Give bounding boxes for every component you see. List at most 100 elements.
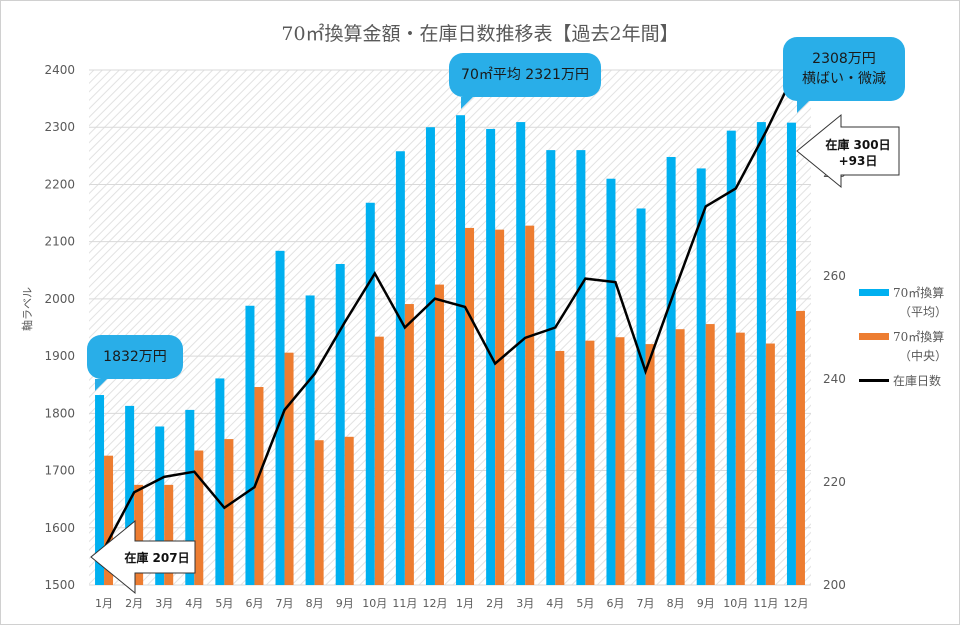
x-tick-label: 6月 xyxy=(245,597,263,610)
x-tick-label: 10月 xyxy=(362,597,387,610)
median-bar xyxy=(555,350,565,585)
x-tick-label: 4月 xyxy=(185,597,203,610)
legend-item-avg: 70㎡換算 xyxy=(859,281,947,303)
median-bar xyxy=(284,352,294,585)
x-tick-label: 8月 xyxy=(306,597,324,610)
x-tick-label: 7月 xyxy=(637,597,655,610)
stock-start-arrow xyxy=(90,519,196,595)
median-bar xyxy=(765,343,775,585)
median-swatch xyxy=(859,332,889,340)
x-tick-label: 9月 xyxy=(697,597,715,610)
avg-bar xyxy=(666,156,676,585)
x-tick-label: 10月 xyxy=(723,597,748,610)
legend-median-sub: （中央） xyxy=(899,349,948,363)
x-tick-label: 4月 xyxy=(546,597,564,610)
y2-tick-label: 260 xyxy=(823,269,846,283)
median-bar xyxy=(104,455,114,585)
avg-swatch xyxy=(859,288,889,296)
legend-avg-label: 70㎡換算 xyxy=(893,285,945,300)
median-bar xyxy=(224,439,234,585)
avg-bar xyxy=(275,250,285,586)
y-tick-label: 1900 xyxy=(44,349,75,363)
median-bar xyxy=(314,440,324,585)
x-tick-label: 3月 xyxy=(155,597,173,610)
median-bar xyxy=(495,229,505,585)
x-tick-label: 9月 xyxy=(336,597,354,610)
y-axis-label: 軸ラベル xyxy=(21,287,34,331)
avg-bar xyxy=(395,151,405,585)
avg-bar xyxy=(155,426,165,585)
avg-bar xyxy=(696,168,706,585)
y-tick-label: 2300 xyxy=(44,120,75,134)
avg-bar xyxy=(576,150,586,585)
legend-item-median: 70㎡換算 xyxy=(859,325,947,347)
callout-end-line2: 横ばい・微減 xyxy=(802,71,886,87)
median-bar xyxy=(705,324,715,585)
stock-swatch xyxy=(859,378,889,382)
callout-peak: 70㎡平均 2321万円 xyxy=(449,53,601,109)
legend-stock-label: 在庫日数 xyxy=(893,373,942,388)
plot-area xyxy=(89,70,811,585)
legend-item-stock: 在庫日数 xyxy=(859,369,947,391)
y-tick-label: 2100 xyxy=(44,235,75,249)
avg-bar xyxy=(365,202,375,585)
avg-bar xyxy=(95,395,105,585)
y2-tick-label: 200 xyxy=(823,578,846,592)
median-bar xyxy=(615,337,625,585)
callout-end: 2308万円 横ばい・微減 xyxy=(783,37,905,113)
x-tick-label: 2月 xyxy=(125,597,143,610)
stock-end-arrow xyxy=(796,113,900,189)
avg-bar xyxy=(245,305,255,585)
avg-bar xyxy=(335,263,345,585)
stock-end-line2: +93日 xyxy=(838,154,878,168)
avg-bar xyxy=(215,378,225,585)
median-bar xyxy=(645,344,655,585)
avg-bar xyxy=(756,122,766,586)
median-bar xyxy=(465,227,475,585)
y-tick-label: 2200 xyxy=(44,177,75,191)
stock-days-line xyxy=(102,69,798,550)
x-tick-label: 6月 xyxy=(606,597,624,610)
avg-bar xyxy=(456,115,466,585)
y-tick-label: 1800 xyxy=(44,406,75,420)
x-tick-label: 8月 xyxy=(667,597,685,610)
x-tick-label: 1月 xyxy=(456,597,474,610)
x-tick-label: 2月 xyxy=(486,597,504,610)
y2-tick-label: 220 xyxy=(823,475,846,489)
x-tick-label: 12月 xyxy=(783,597,808,610)
avg-bar xyxy=(606,178,616,585)
median-bar xyxy=(374,336,384,585)
avg-bar xyxy=(726,130,736,585)
median-bar xyxy=(795,310,805,585)
median-bar xyxy=(525,225,535,585)
y-tick-label: 1500 xyxy=(44,578,75,592)
stock-start-label: 在庫 207日 xyxy=(124,551,190,565)
y-tick-label: 1700 xyxy=(44,464,75,478)
y-tick-label: 2000 xyxy=(44,292,75,306)
y-tick-label: 2400 xyxy=(44,63,75,77)
avg-bar xyxy=(636,208,646,585)
x-tick-label: 3月 xyxy=(516,597,534,610)
avg-bar xyxy=(546,150,556,585)
x-tick-label: 11月 xyxy=(392,597,417,610)
median-bar xyxy=(675,329,685,585)
avg-bar xyxy=(425,127,435,585)
y-tick-label: 1600 xyxy=(44,521,75,535)
legend-median-label: 70㎡換算 xyxy=(893,329,945,344)
avg-bar xyxy=(786,122,796,586)
y2-tick-label: 240 xyxy=(823,372,846,386)
median-bar xyxy=(585,340,595,585)
avg-bar xyxy=(125,405,135,585)
chart-title: 70㎡換算金額・在庫日数推移表【過去2年間】 xyxy=(281,23,679,45)
legend-avg-sub: （平均） xyxy=(899,305,948,319)
callout-start: 1832万円 xyxy=(87,335,183,391)
avg-bar xyxy=(516,122,526,586)
callout-end-line1: 2308万円 xyxy=(812,51,876,67)
x-tick-label: 1月 xyxy=(95,597,113,610)
x-tick-label: 7月 xyxy=(276,597,294,610)
x-tick-label: 5月 xyxy=(215,597,233,610)
stock-end-line1: 在庫 300日 xyxy=(825,138,891,152)
x-tick-label: 11月 xyxy=(753,597,778,610)
